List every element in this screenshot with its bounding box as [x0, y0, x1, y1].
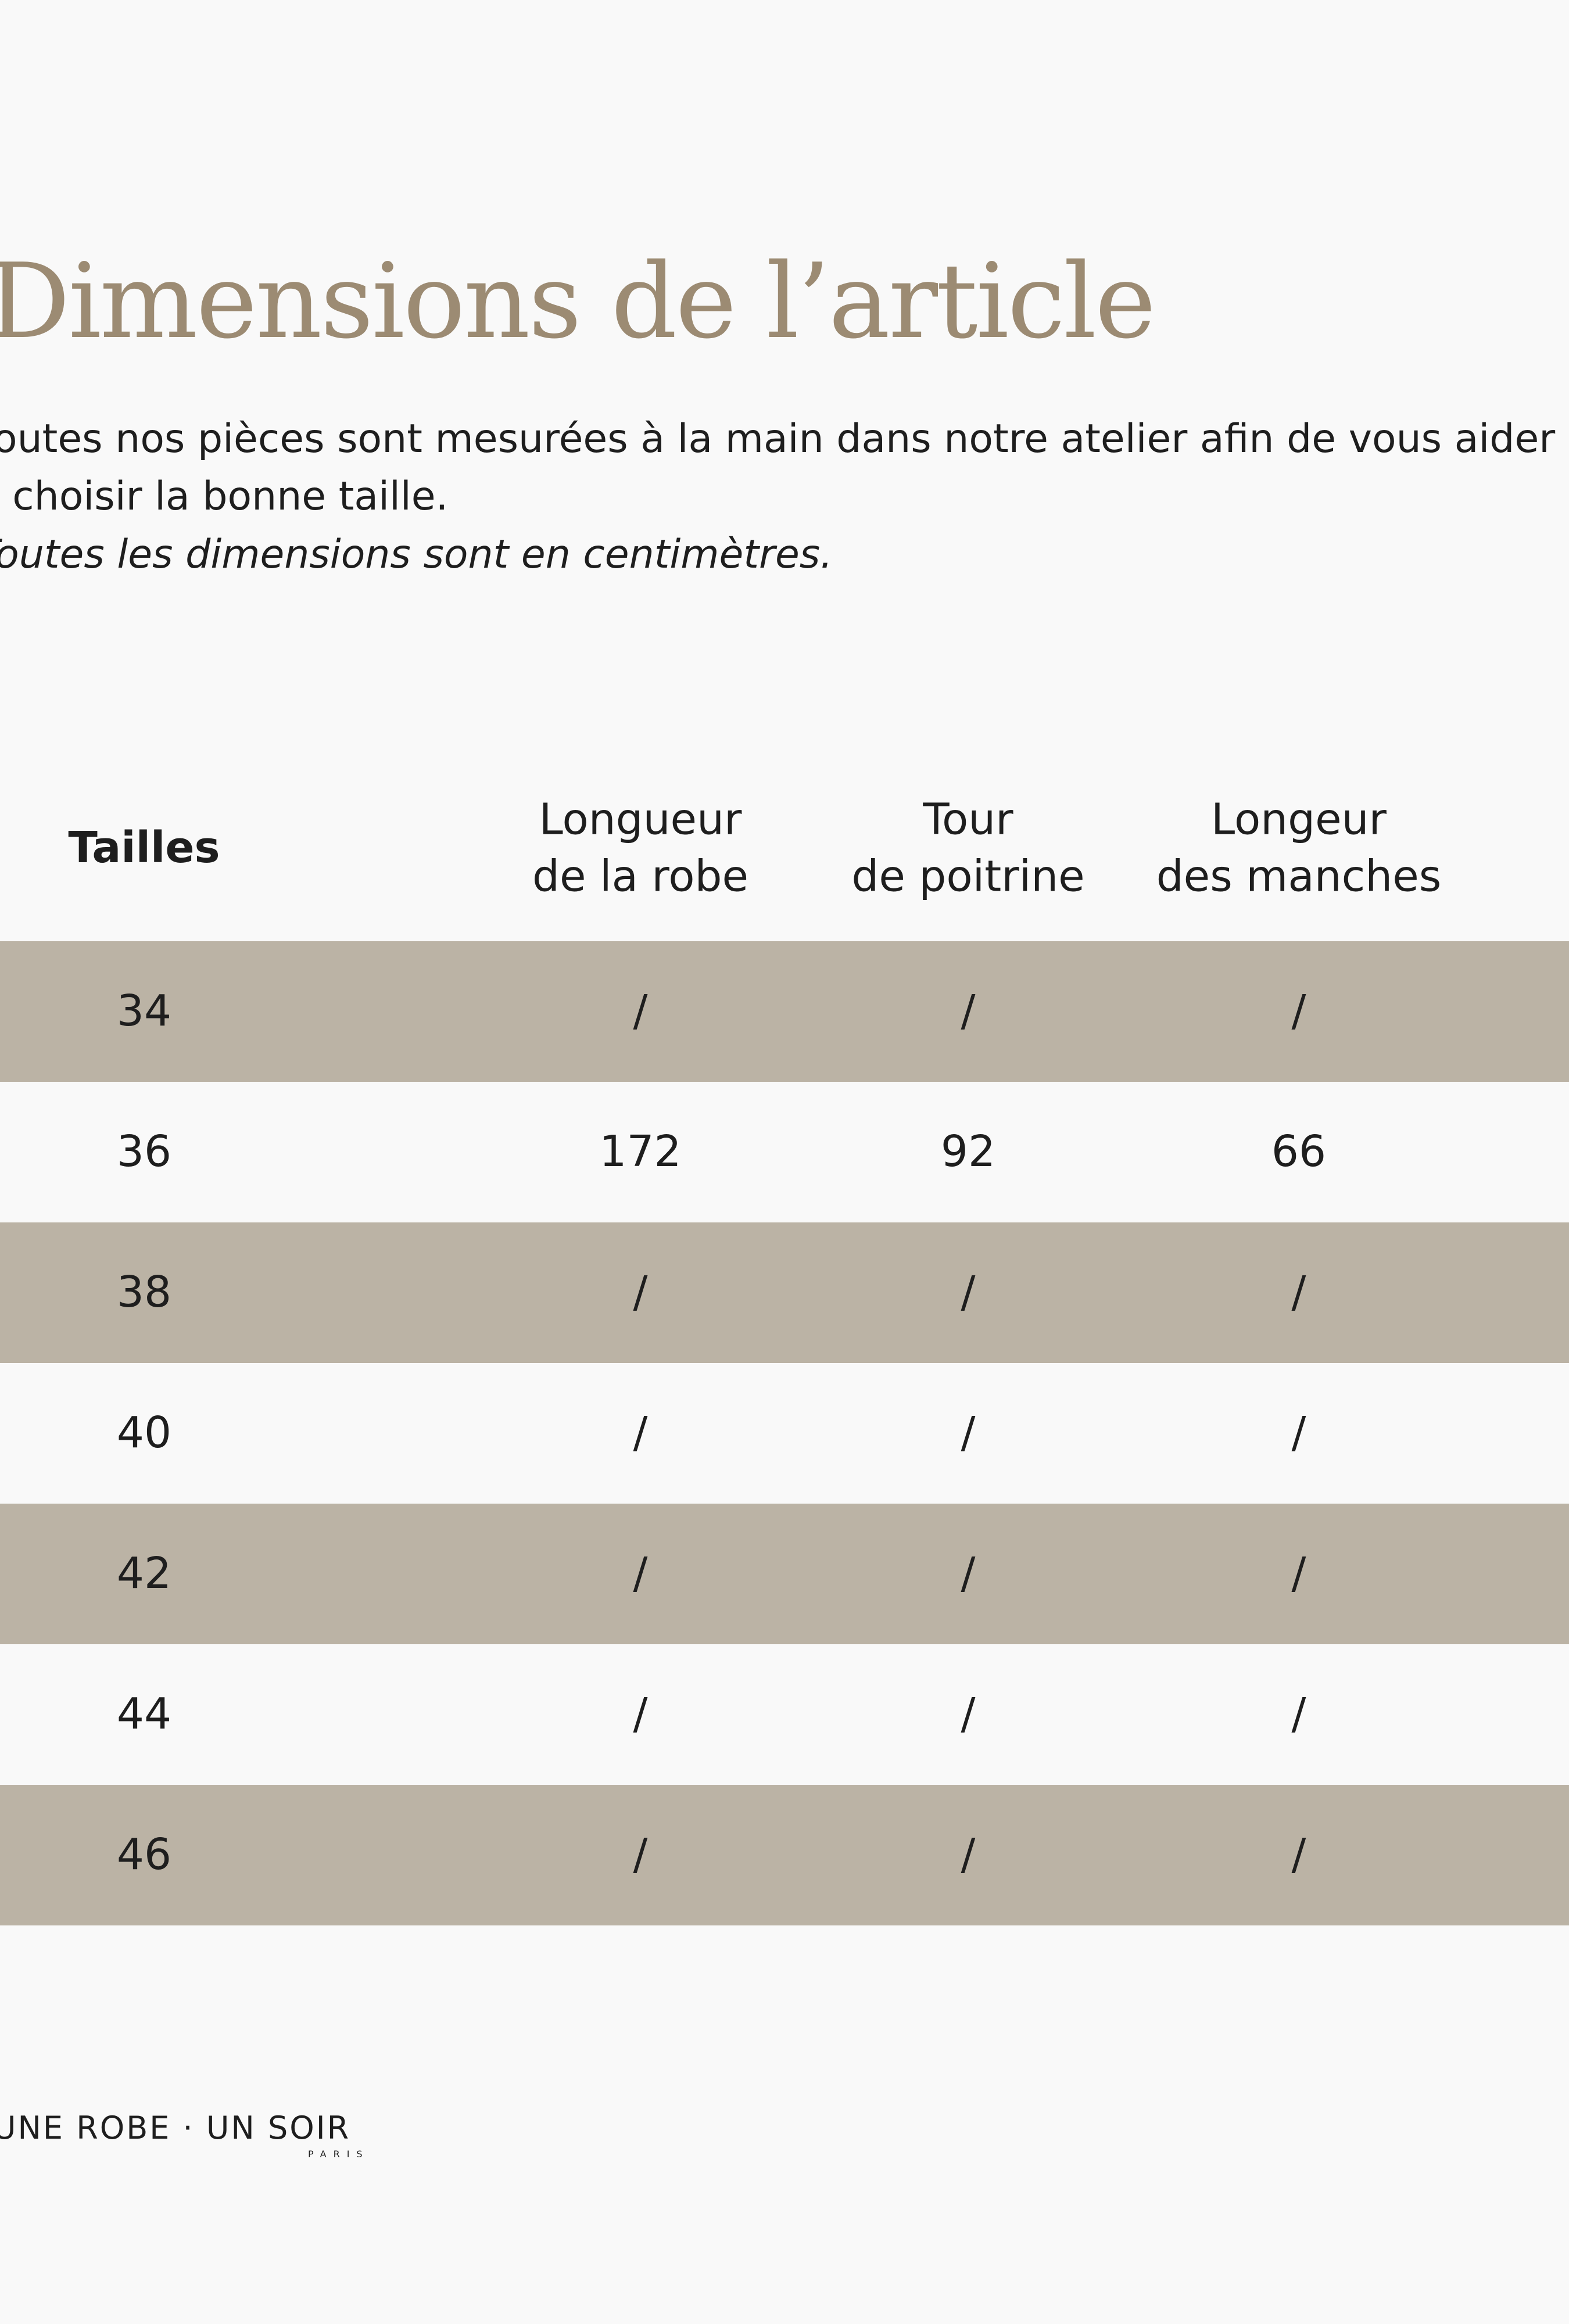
column-header: Tour de poitrine	[851, 791, 1084, 905]
header-line: Tour	[923, 794, 1013, 845]
measure-cell: /	[633, 1267, 648, 1318]
header-line: Longueur	[539, 794, 742, 845]
header-line: de poitrine	[851, 851, 1085, 901]
column-header: Longueur de la robe	[532, 791, 748, 905]
measure-cell: /	[1291, 1548, 1306, 1599]
intro-line: à choisir la bonne taille.	[0, 474, 449, 519]
measure-cell: /	[633, 1689, 648, 1740]
measure-cell: /	[633, 986, 648, 1037]
size-cell: 36	[116, 1127, 172, 1177]
measure-cell: /	[961, 1689, 976, 1740]
measure-cell: /	[961, 1830, 976, 1880]
size-cell: 34	[116, 986, 172, 1037]
size-cell: 44	[116, 1689, 172, 1740]
header-line: Longeur	[1211, 794, 1387, 845]
table-row: 44 / / /	[0, 1644, 1569, 1785]
column-header: Longeur des manches	[1156, 791, 1442, 905]
measure-cell: /	[1291, 1408, 1306, 1458]
brand-logo: UNE ROBE · UN SOIR	[0, 2110, 351, 2146]
table-row: 42 / / /	[0, 1504, 1569, 1644]
measure-cell: 172	[599, 1127, 682, 1177]
brand-subtitle: PARIS	[308, 2149, 370, 2160]
measure-cell: /	[1291, 1830, 1306, 1880]
header-line: des manches	[1156, 851, 1442, 901]
intro-note: Toutes les dimensions sont en centimètre…	[0, 532, 833, 578]
table-row: 34 / / /	[0, 941, 1569, 1082]
measure-cell: /	[633, 1830, 648, 1880]
size-cell: 42	[116, 1548, 172, 1599]
measure-cell: /	[961, 986, 976, 1037]
measure-cell: /	[961, 1408, 976, 1458]
table-row: 36 172 92 66	[0, 1082, 1569, 1222]
size-cell: 38	[116, 1267, 172, 1318]
table-row: 46 / / /	[0, 1785, 1569, 1925]
size-cell: 46	[116, 1830, 172, 1880]
size-cell: 40	[116, 1408, 172, 1458]
measure-cell: /	[633, 1548, 648, 1599]
measure-cell: /	[1291, 986, 1306, 1037]
table-row: 40 / / /	[0, 1363, 1569, 1504]
header-line: Tailles	[68, 823, 220, 873]
column-header: Tailles	[68, 820, 220, 877]
measure-cell: /	[633, 1408, 648, 1458]
header-line: de la robe	[532, 851, 749, 901]
measure-cell: 92	[940, 1127, 996, 1177]
page-title: Dimensions de l’article	[0, 241, 1156, 361]
intro-line: Toutes nos pièces sont mesurées à la mai…	[0, 416, 1556, 462]
measure-cell: /	[1291, 1267, 1306, 1318]
table-row: 38 / / /	[0, 1222, 1569, 1363]
measure-cell: /	[961, 1267, 976, 1318]
measure-cell: 66	[1271, 1127, 1327, 1177]
measure-cell: /	[961, 1548, 976, 1599]
measure-cell: /	[1291, 1689, 1306, 1740]
